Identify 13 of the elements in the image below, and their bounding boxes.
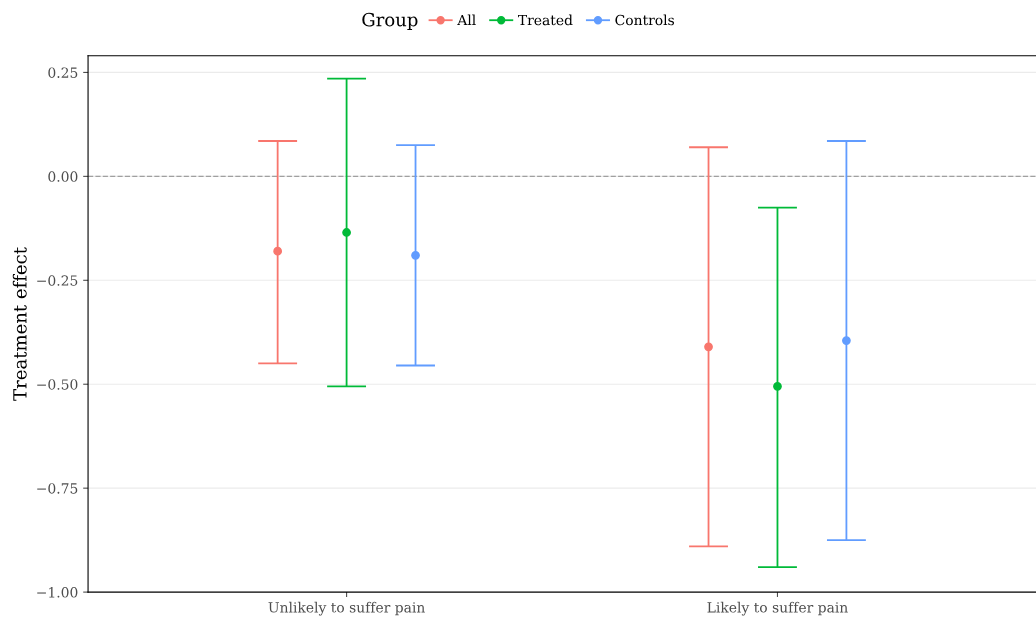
x-tick-label: Unlikely to suffer pain xyxy=(268,601,425,616)
y-tick-label: −1.00 xyxy=(37,587,78,598)
legend-label: Controls xyxy=(615,14,674,26)
y-tick-label: 0.00 xyxy=(48,171,78,182)
x-tick-label: Likely to suffer pain xyxy=(707,601,848,616)
legend-title: Group xyxy=(362,12,418,30)
y-tick-label: −0.50 xyxy=(37,379,78,390)
legend-label: All xyxy=(457,14,476,26)
y-tick-label: 0.25 xyxy=(48,67,78,78)
y-axis-title: Treatment effect xyxy=(12,247,27,401)
y-tick-label: −0.75 xyxy=(37,483,78,494)
y-tick-label: −0.25 xyxy=(37,275,78,286)
legend-label: Treated xyxy=(518,14,573,26)
